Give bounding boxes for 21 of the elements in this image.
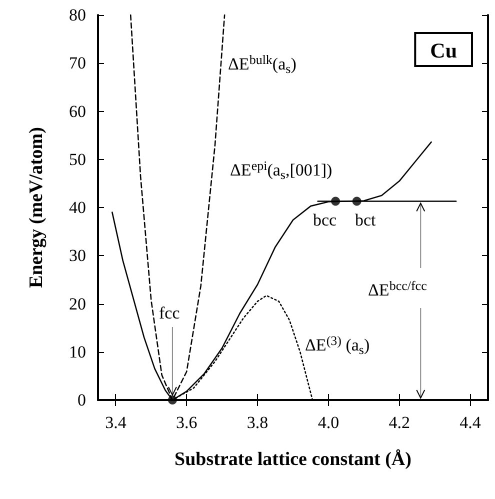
y-tick-label: 50 — [69, 150, 86, 169]
x-tick-label: 3.4 — [105, 413, 127, 432]
y-tick-label: 10 — [69, 342, 86, 362]
x-tick-label: 4.2 — [388, 413, 410, 432]
annotation: bcc — [313, 210, 338, 230]
y-tick-label: 70 — [69, 54, 86, 73]
x-tick-label: 4.0 — [318, 413, 340, 432]
x-tick-label: 4.4 — [460, 413, 482, 432]
y-tick-label: 20 — [69, 294, 86, 314]
x-axis-title: Substrate lattice constant (Å) — [174, 449, 412, 470]
y-tick-label: 30 — [69, 246, 86, 266]
y-tick-label: 60 — [69, 102, 86, 121]
y-tick-label: 0 — [78, 390, 86, 410]
x-tick-label: 3.8 — [246, 413, 268, 432]
y-axis-title: Energy (meV/atom) — [26, 127, 47, 288]
annotation: bct — [355, 210, 376, 230]
x-tick-label: 3.6 — [176, 413, 198, 432]
annotation: fcc — [159, 304, 180, 322]
annotation: Cu — [430, 38, 458, 62]
y-tick-label: 80 — [69, 6, 86, 24]
y-tick-label: 40 — [69, 198, 86, 217]
